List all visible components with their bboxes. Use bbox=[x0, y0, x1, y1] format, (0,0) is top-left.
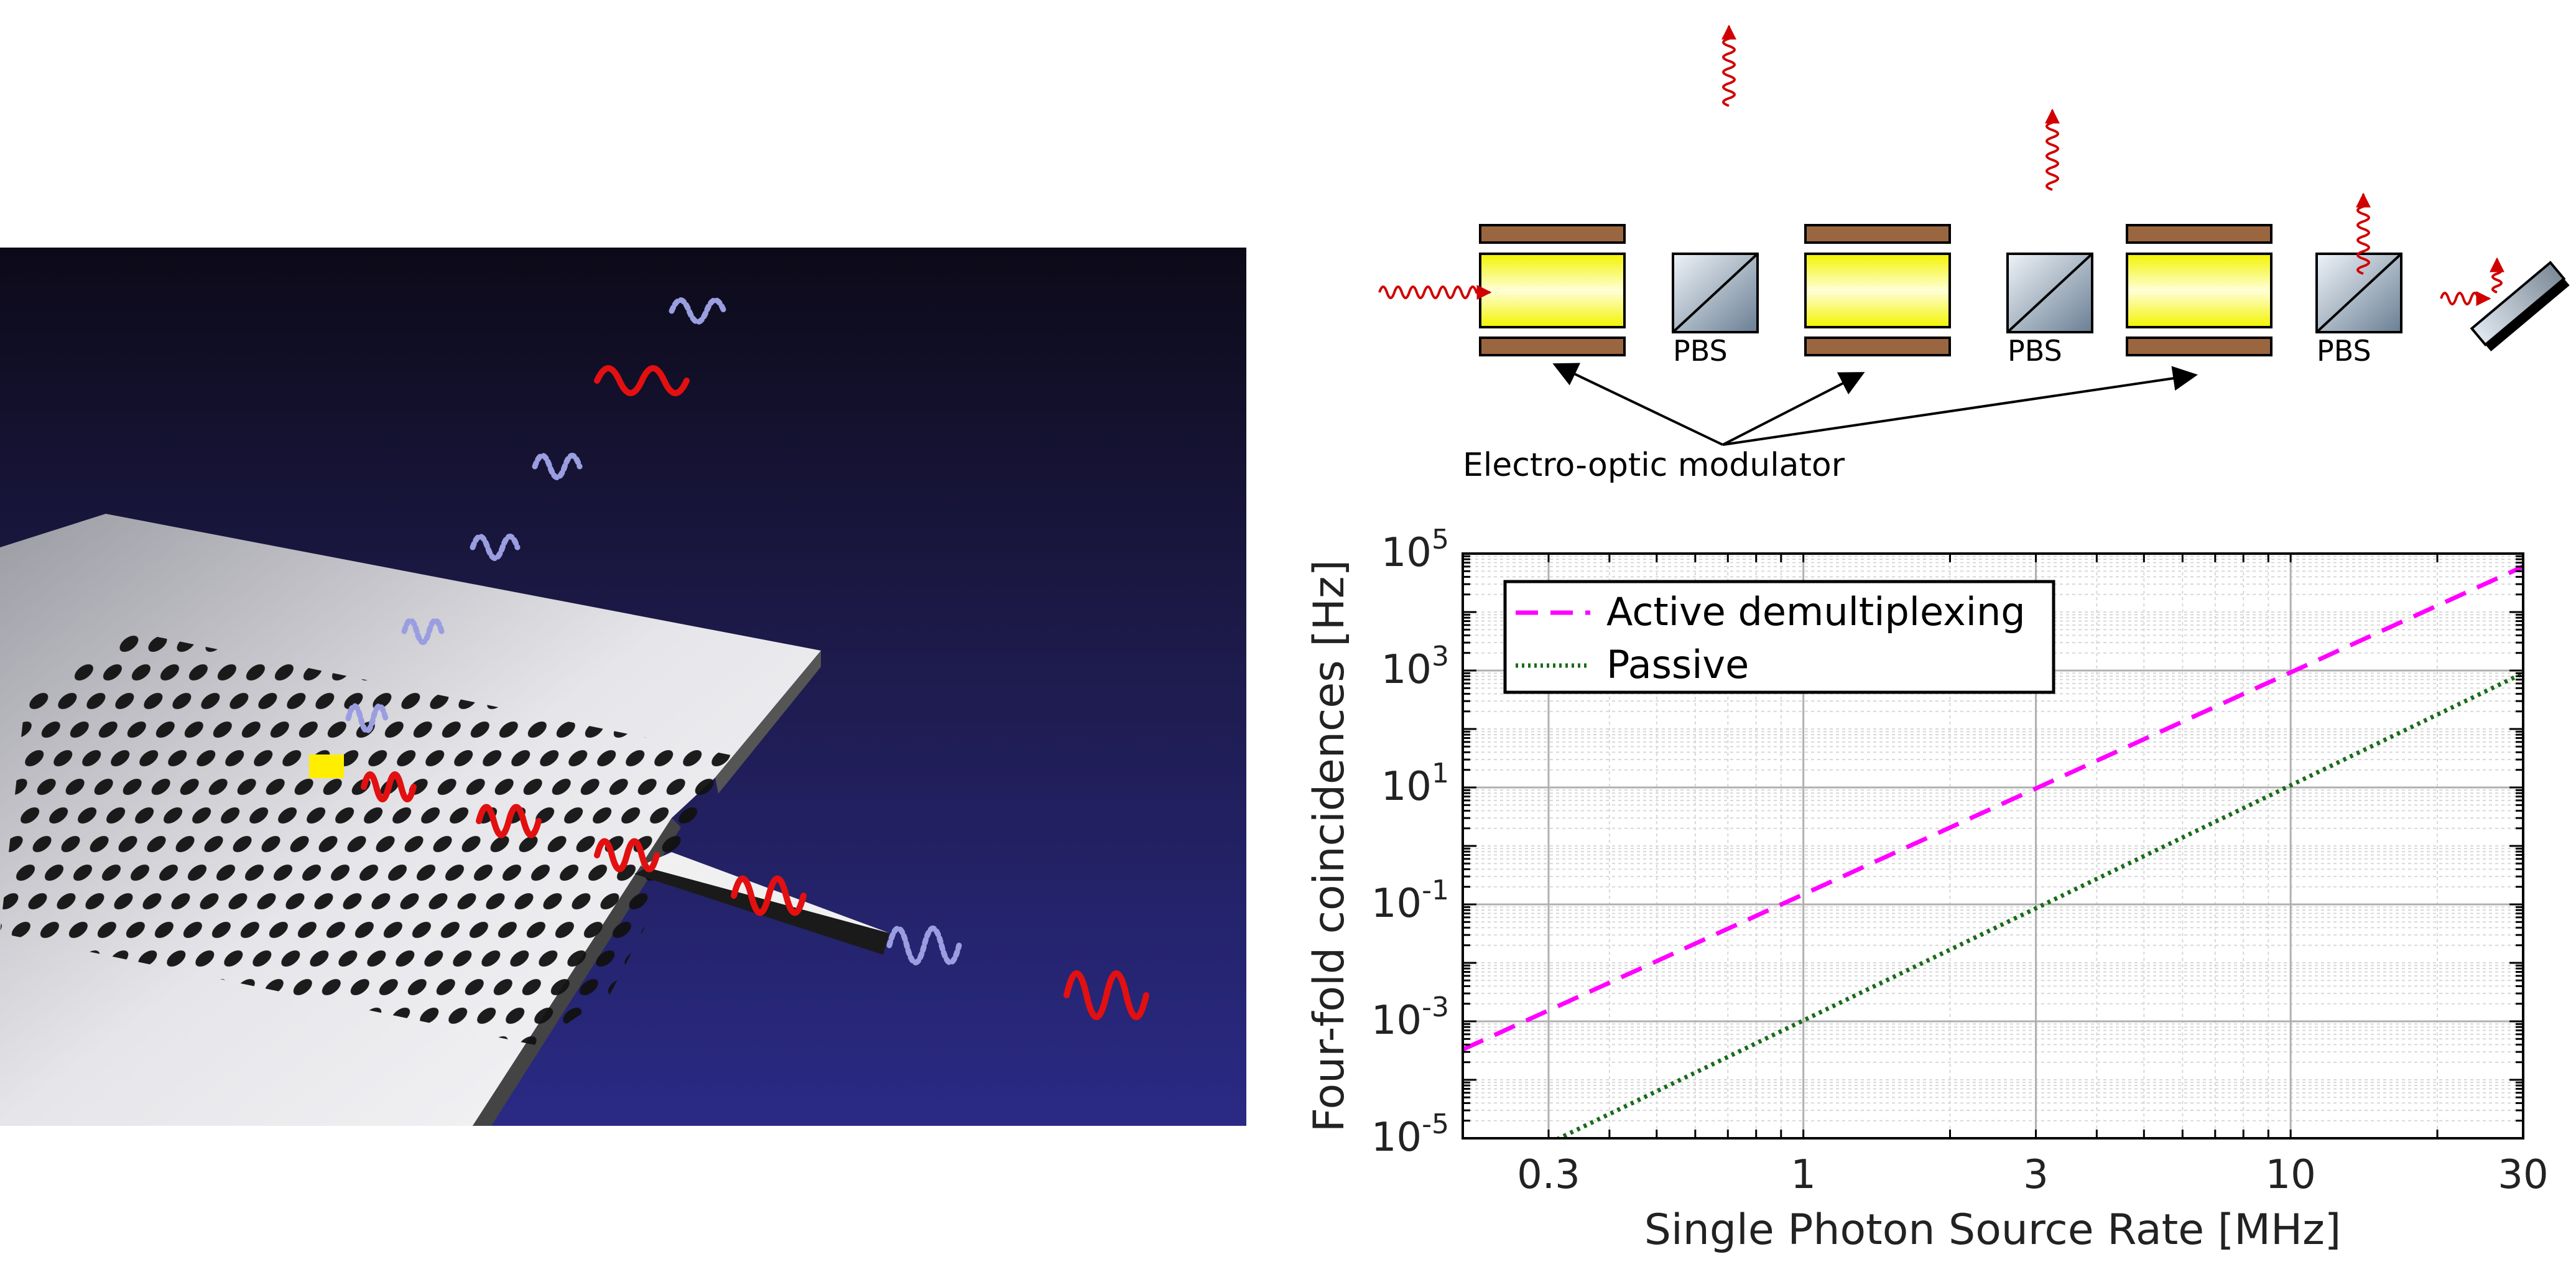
pbs-label-3: PBS bbox=[2317, 334, 2371, 368]
photon-wavepackets bbox=[1378, 24, 2504, 306]
pbs-cube-2 bbox=[2006, 253, 2093, 333]
electro-optic-modulator-1 bbox=[1479, 224, 1626, 356]
legend-label-active: Active demultiplexing bbox=[1606, 589, 2026, 634]
coincidence-chart: 0.3 1 3 10 30 10-5 10-3 10-1 101 103 105 Single P… bbox=[1305, 524, 2549, 1255]
x-axis-label: Single Photon Source Rate [MHz] bbox=[1644, 1205, 2342, 1255]
pbs-label-1: PBS bbox=[1673, 334, 1728, 368]
blue-photons bbox=[345, 297, 962, 965]
quantum-dot bbox=[309, 754, 344, 778]
x-tick-label: 30 bbox=[2498, 1152, 2548, 1198]
y-tick-label: 103 bbox=[1381, 641, 1449, 693]
modulator-label: Electro-optic modulator bbox=[1463, 447, 1845, 484]
y-tick-label: 101 bbox=[1381, 758, 1449, 810]
x-tick-label: 0.3 bbox=[1517, 1152, 1580, 1198]
y-axis-label: Four-fold coincidences [Hz] bbox=[1305, 560, 1354, 1132]
photonic-crystal-illustration bbox=[0, 248, 1246, 1126]
hole-lattice bbox=[0, 631, 734, 1045]
x-tick-labels: 0.3 1 3 10 30 bbox=[1517, 1152, 2549, 1198]
series-line-passive bbox=[1554, 671, 2523, 1138]
electro-optic-modulator-2 bbox=[1804, 224, 1951, 356]
legend-box bbox=[1503, 580, 2055, 694]
red-photons bbox=[361, 365, 1149, 1020]
series-layer bbox=[1463, 564, 2523, 1138]
legend: Active demultiplexing Passive bbox=[1503, 580, 2055, 694]
pbs-label-2: PBS bbox=[2008, 334, 2062, 368]
x-tick-label: 10 bbox=[2265, 1152, 2315, 1198]
modulator-pointer-arrows bbox=[1552, 363, 2198, 446]
optical-schematic: PBS PBS PBS Electro-optic modulator bbox=[1378, 24, 2570, 484]
mirror bbox=[2470, 261, 2570, 351]
y-tick-label: 10-1 bbox=[1371, 875, 1449, 927]
series-line-active-demultiplexing bbox=[1463, 564, 2523, 1052]
electro-optic-modulator-3 bbox=[2126, 224, 2273, 356]
waveguide-top bbox=[641, 852, 889, 933]
y-tick-label: 10-5 bbox=[1371, 1108, 1449, 1161]
y-tick-label: 10-3 bbox=[1371, 991, 1449, 1044]
x-tick-label: 3 bbox=[2023, 1152, 2049, 1198]
y-tick-label: 105 bbox=[1381, 524, 1449, 576]
pbs-cube-1 bbox=[1672, 253, 1759, 333]
slab-edge bbox=[715, 651, 821, 794]
legend-label-passive: Passive bbox=[1606, 642, 1749, 687]
y-tick-labels: 10-5 10-3 10-1 101 103 105 bbox=[1371, 524, 1449, 1161]
x-tick-label: 1 bbox=[1791, 1152, 1816, 1198]
axis-ticks bbox=[1462, 554, 2524, 1140]
pbs-cube-3 bbox=[2315, 253, 2402, 333]
